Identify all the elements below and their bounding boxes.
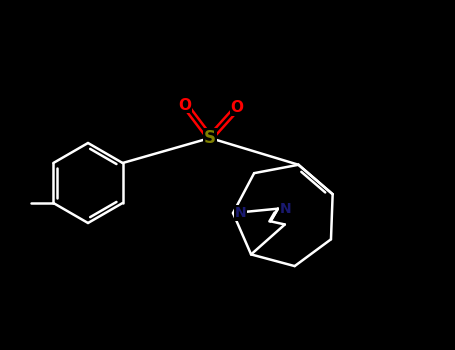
Text: O: O [231,100,243,116]
Text: S: S [204,129,216,147]
Text: N: N [235,206,247,220]
Text: O: O [178,98,192,112]
Text: N: N [280,202,292,216]
